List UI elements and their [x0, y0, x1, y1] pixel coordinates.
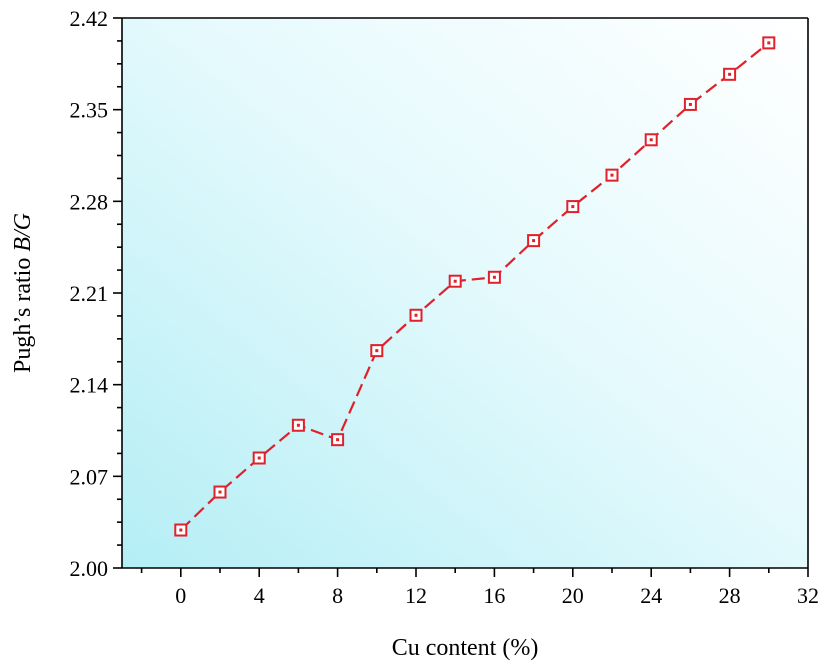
- y-axis-title: Pugh’s ratio B/G: [10, 213, 36, 373]
- x-tick-label: 32: [797, 583, 819, 608]
- x-tick-label: 4: [254, 583, 265, 608]
- axes: 0 4 8 12 16 20 24 28 32 2.00 2.07 2.14 2.21 2.28 2.35 2…: [70, 6, 820, 608]
- data-point-center: [649, 138, 653, 142]
- series-line: [180, 42, 770, 531]
- data-point-center: [610, 173, 614, 177]
- data-point-center: [532, 239, 536, 243]
- data-point-center: [257, 456, 261, 460]
- y-tick-label: 2.07: [70, 464, 109, 489]
- series-layer: [174, 36, 776, 537]
- x-tick-label: 24: [640, 583, 662, 608]
- data-point-center: [492, 275, 496, 279]
- y-tick-label: 2.35: [70, 98, 109, 123]
- data-point-center: [375, 349, 379, 353]
- y-axis-title-italic: B/G: [10, 213, 36, 252]
- data-point-center: [728, 72, 732, 76]
- x-tick-label: 28: [719, 583, 741, 608]
- x-tick-label: 8: [332, 583, 343, 608]
- x-axis-title: Cu content (%): [392, 635, 539, 661]
- data-point-center: [179, 528, 183, 532]
- y-tick-label: 2.00: [70, 556, 109, 581]
- data-point-center: [453, 279, 457, 283]
- x-tick-label: 0: [175, 583, 186, 608]
- data-point-center: [336, 438, 340, 442]
- y-tick-label: 2.14: [70, 373, 109, 398]
- y-axis-title-prefix: Pugh’s ratio: [10, 252, 36, 373]
- data-point-center: [218, 490, 222, 494]
- plot-background: [122, 18, 808, 568]
- data-point-center: [688, 102, 692, 106]
- data-point-center: [571, 205, 575, 209]
- data-point-center: [767, 41, 771, 45]
- data-point-center: [296, 423, 300, 427]
- x-tick-label: 16: [483, 583, 505, 608]
- y-tick-label: 2.42: [70, 6, 109, 31]
- y-tick-label: 2.21: [70, 281, 109, 306]
- data-point-center: [414, 313, 418, 317]
- y-tick-label: 2.28: [70, 189, 109, 214]
- x-tick-label: 12: [405, 583, 427, 608]
- x-tick-label: 20: [562, 583, 584, 608]
